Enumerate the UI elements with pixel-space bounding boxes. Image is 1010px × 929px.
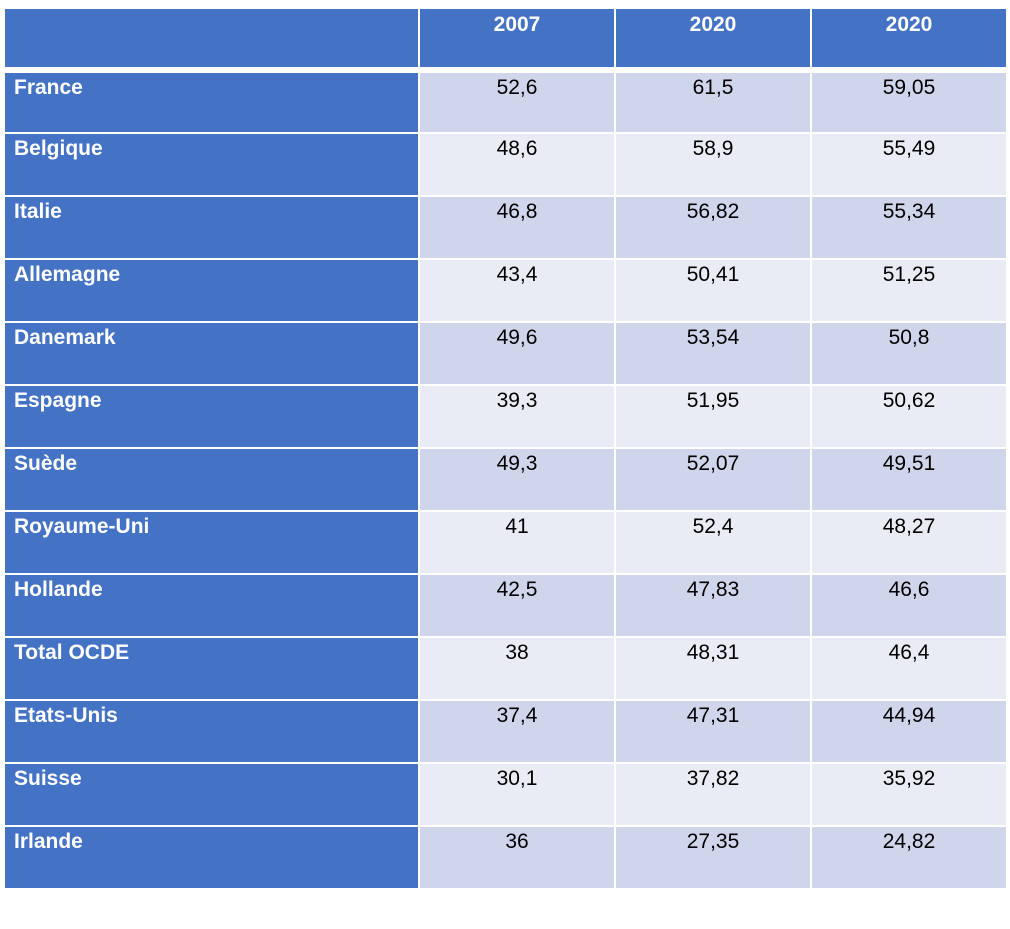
cell-value: 55,34 bbox=[810, 195, 1008, 260]
cell-value: 49,6 bbox=[418, 321, 616, 386]
cell-value: 50,8 bbox=[810, 321, 1008, 386]
table-row: Suisse 30,1 37,82 35,92 bbox=[3, 762, 1008, 827]
row-label: Danemark bbox=[3, 321, 420, 386]
cell-value: 51,95 bbox=[614, 384, 812, 449]
cell-value: 48,31 bbox=[614, 636, 812, 701]
row-label: France bbox=[3, 69, 420, 134]
cell-value: 47,31 bbox=[614, 699, 812, 764]
data-table: 2007 2020 2020 France 52,6 61,5 59,05 Be… bbox=[3, 7, 1008, 890]
cell-value: 44,94 bbox=[810, 699, 1008, 764]
row-label: Suisse bbox=[3, 762, 420, 827]
table-header: 2007 2020 2020 bbox=[3, 7, 1008, 71]
table-row: Espagne 39,3 51,95 50,62 bbox=[3, 384, 1008, 449]
table-row: Irlande 36 27,35 24,82 bbox=[3, 825, 1008, 890]
cell-value: 47,83 bbox=[614, 573, 812, 638]
cell-value: 36 bbox=[418, 825, 616, 890]
table-row: Danemark 49,6 53,54 50,8 bbox=[3, 321, 1008, 386]
cell-value: 50,41 bbox=[614, 258, 812, 323]
cell-value: 52,4 bbox=[614, 510, 812, 575]
row-label: Espagne bbox=[3, 384, 420, 449]
header-year-2020-b: 2020 bbox=[810, 7, 1008, 71]
row-label: Allemagne bbox=[3, 258, 420, 323]
cell-value: 52,07 bbox=[614, 447, 812, 512]
cell-value: 38 bbox=[418, 636, 616, 701]
header-year-2007: 2007 bbox=[418, 7, 616, 71]
table-row: Italie 46,8 56,82 55,34 bbox=[3, 195, 1008, 260]
table-row: Suède 49,3 52,07 49,51 bbox=[3, 447, 1008, 512]
table-row: Allemagne 43,4 50,41 51,25 bbox=[3, 258, 1008, 323]
cell-value: 46,8 bbox=[418, 195, 616, 260]
cell-value: 52,6 bbox=[418, 69, 616, 134]
cell-value: 35,92 bbox=[810, 762, 1008, 827]
cell-value: 46,4 bbox=[810, 636, 1008, 701]
cell-value: 48,27 bbox=[810, 510, 1008, 575]
cell-value: 27,35 bbox=[614, 825, 812, 890]
row-label: Suède bbox=[3, 447, 420, 512]
cell-value: 46,6 bbox=[810, 573, 1008, 638]
cell-value: 37,4 bbox=[418, 699, 616, 764]
data-table-container: 2007 2020 2020 France 52,6 61,5 59,05 Be… bbox=[3, 7, 1008, 890]
table-row: France 52,6 61,5 59,05 bbox=[3, 69, 1008, 134]
cell-value: 50,62 bbox=[810, 384, 1008, 449]
cell-value: 43,4 bbox=[418, 258, 616, 323]
cell-value: 24,82 bbox=[810, 825, 1008, 890]
cell-value: 37,82 bbox=[614, 762, 812, 827]
table-row: Etats-Unis 37,4 47,31 44,94 bbox=[3, 699, 1008, 764]
cell-value: 41 bbox=[418, 510, 616, 575]
cell-value: 51,25 bbox=[810, 258, 1008, 323]
cell-value: 53,54 bbox=[614, 321, 812, 386]
cell-value: 42,5 bbox=[418, 573, 616, 638]
table-row: Total OCDE 38 48,31 46,4 bbox=[3, 636, 1008, 701]
row-label: Etats-Unis bbox=[3, 699, 420, 764]
cell-value: 49,3 bbox=[418, 447, 616, 512]
header-corner-cell bbox=[3, 7, 420, 71]
row-label: Royaume-Uni bbox=[3, 510, 420, 575]
cell-value: 39,3 bbox=[418, 384, 616, 449]
table-row: Hollande 42,5 47,83 46,6 bbox=[3, 573, 1008, 638]
cell-value: 48,6 bbox=[418, 132, 616, 197]
cell-value: 61,5 bbox=[614, 69, 812, 134]
cell-value: 30,1 bbox=[418, 762, 616, 827]
cell-value: 55,49 bbox=[810, 132, 1008, 197]
row-label: Irlande bbox=[3, 825, 420, 890]
header-row: 2007 2020 2020 bbox=[3, 7, 1008, 71]
row-label: Belgique bbox=[3, 132, 420, 197]
row-label: Total OCDE bbox=[3, 636, 420, 701]
cell-value: 49,51 bbox=[810, 447, 1008, 512]
cell-value: 56,82 bbox=[614, 195, 812, 260]
cell-value: 59,05 bbox=[810, 69, 1008, 134]
row-label: Hollande bbox=[3, 573, 420, 638]
table-row: Royaume-Uni 41 52,4 48,27 bbox=[3, 510, 1008, 575]
header-year-2020-a: 2020 bbox=[614, 7, 812, 71]
row-label: Italie bbox=[3, 195, 420, 260]
cell-value: 58,9 bbox=[614, 132, 812, 197]
table-row: Belgique 48,6 58,9 55,49 bbox=[3, 132, 1008, 197]
table-body: France 52,6 61,5 59,05 Belgique 48,6 58,… bbox=[3, 69, 1008, 890]
